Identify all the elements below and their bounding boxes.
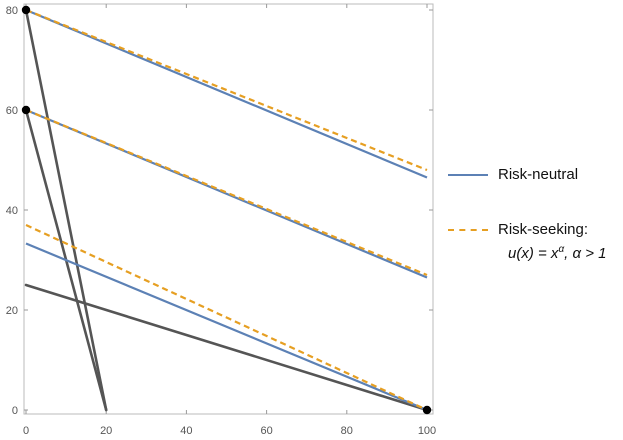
y-axis-ticks: 0 20 40 60 80 (6, 5, 433, 417)
legend-utility-note-sup: α (558, 244, 565, 255)
risk-seeking-line-0 (25, 8, 428, 172)
risk-neutral-line-2 (25, 242, 428, 412)
legend-swatch-dashed (448, 228, 488, 231)
x-axis-ticks: 0 20 40 60 80 100 (23, 4, 436, 437)
x-tick-label: 60 (260, 425, 272, 437)
legend-label-risk-neutral: Risk-neutral (498, 166, 579, 183)
legend-swatch-solid (448, 173, 488, 176)
legend: Risk-neutral Risk-seeking: u(x) = xα, α … (448, 166, 606, 262)
y-tick-label: 20 (6, 305, 18, 317)
legend-utility-note: u(x) = xα, α > 1 (508, 244, 606, 262)
endpoint-marker (422, 405, 432, 415)
legend-utility-note-main: u(x) = x (508, 245, 559, 262)
y-tick-label: 40 (6, 205, 18, 217)
legend-label-risk-seeking: Risk-seeking: (498, 221, 589, 238)
legend-item-risk-neutral: Risk-neutral (448, 166, 606, 183)
x-tick-label: 80 (341, 425, 353, 437)
series-layer (24, 8, 429, 412)
x-tick-label: 0 (23, 425, 29, 437)
y-tick-label: 0 (12, 405, 18, 417)
plot-frame (23, 3, 434, 415)
budget-line-0 (24, 8, 108, 412)
risk-neutral-line-0 (25, 8, 428, 179)
legend-item-risk-seeking: Risk-seeking: (448, 221, 606, 238)
points-layer (21, 5, 432, 415)
endpoint-marker (21, 5, 31, 15)
legend-utility-note-tail: , α > 1 (564, 245, 607, 262)
x-tick-label: 20 (100, 425, 112, 437)
x-tick-label: 40 (180, 425, 192, 437)
risk-seeking-line-2 (25, 224, 428, 411)
y-tick-label: 80 (6, 5, 18, 17)
x-tick-label: 100 (418, 425, 436, 437)
budget-line-2 (24, 283, 429, 412)
y-tick-label: 60 (6, 105, 18, 117)
risk-seeking-line-1 (25, 108, 428, 277)
endpoint-marker (21, 105, 31, 115)
